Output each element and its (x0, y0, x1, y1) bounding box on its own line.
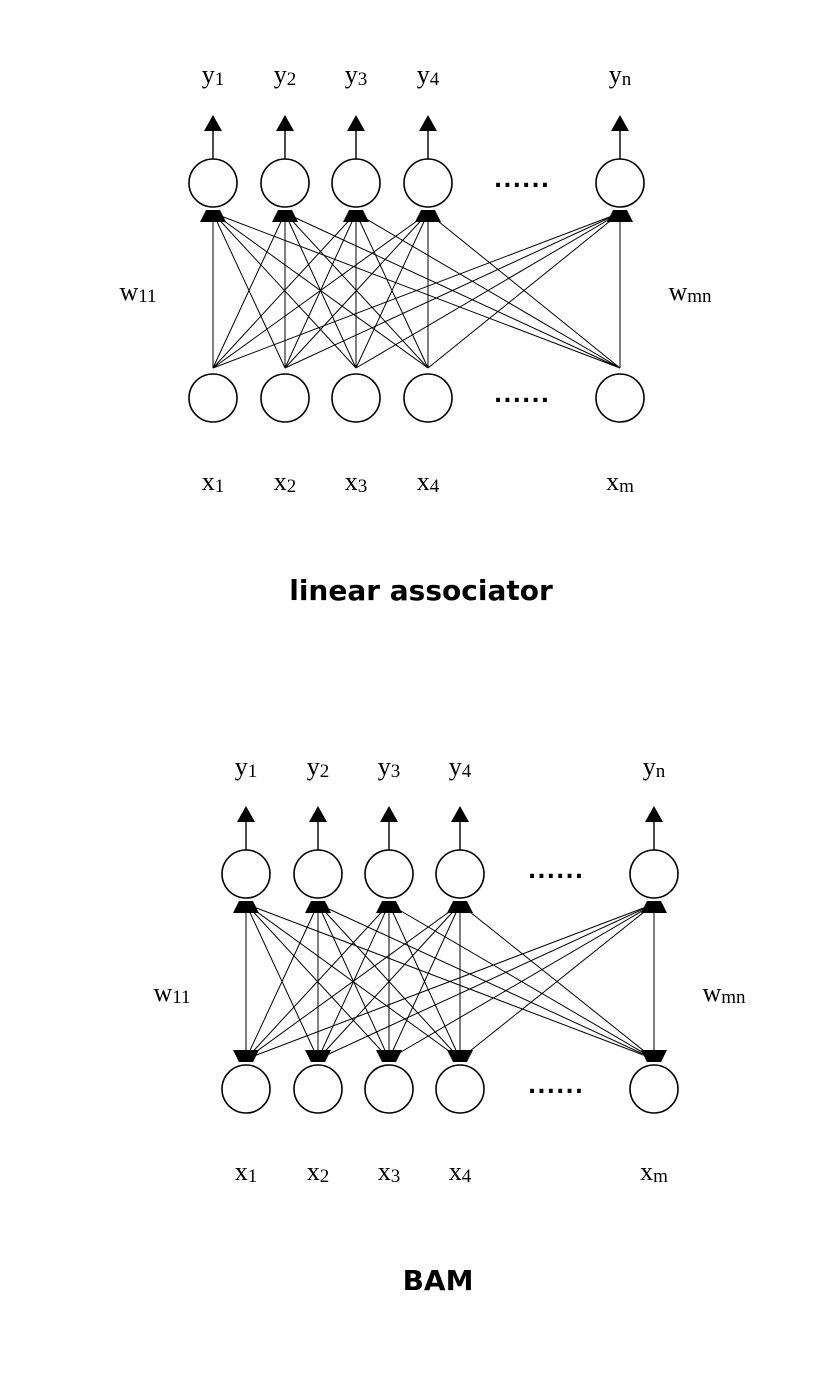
input-node-5 (595, 373, 645, 423)
output-arrow-icon (276, 115, 294, 131)
output-node-arrowheads (200, 210, 226, 222)
output-label-y4: y4 (449, 752, 472, 782)
weight-label-w11: w11 (119, 277, 156, 307)
output-node-2 (293, 849, 343, 899)
weight-connection-2-1 (245, 903, 319, 1060)
input-node-5 (629, 1064, 679, 1114)
output-node-arrowheads (233, 901, 259, 913)
weight-label-wmn: wmn (702, 978, 746, 1008)
output-node-3 (364, 849, 414, 899)
input-node-arrowheads (447, 1050, 473, 1062)
weight-label-wmn: wmn (668, 277, 712, 307)
output-label-y2: y2 (307, 752, 330, 782)
weight-connection-5-4 (459, 903, 655, 1060)
bam-caption: BAM (403, 1264, 474, 1297)
bam-diagram: ............ y1 y2 y3 y4 yn x1 x2 x3 x4 xm w11 wmn BA… (153, 752, 746, 1297)
input-node-2 (260, 373, 310, 423)
input-label-x2: x2 (307, 1157, 330, 1187)
weight-connection-2-1 (212, 212, 286, 369)
output-label-yn: yn (643, 752, 666, 782)
output-ellipsis: ...... (494, 168, 550, 193)
output-node-4 (403, 158, 453, 208)
input-label-x4: x4 (417, 467, 440, 497)
weight-connection-4-2 (284, 212, 429, 369)
weight-connection-5-2 (284, 212, 621, 369)
output-arrow-icon (645, 806, 663, 822)
output-arrow-icon (419, 115, 437, 131)
weight-connection-5-1 (212, 212, 621, 369)
weight-connection-4-1 (245, 903, 461, 1060)
weight-connection-3-1 (245, 903, 390, 1060)
output-arrow-icon (204, 115, 222, 131)
output-arrow-icon (237, 806, 255, 822)
input-node-4 (435, 1064, 485, 1114)
input-label-xm: xm (606, 467, 634, 497)
output-node-2 (260, 158, 310, 208)
output-label-y4: y4 (417, 60, 440, 90)
input-label-xm: xm (640, 1157, 668, 1187)
output-node-3 (331, 158, 381, 208)
output-node-arrowheads (272, 210, 298, 222)
output-label-y2: y2 (274, 60, 297, 90)
weight-connection-5-3 (355, 212, 621, 369)
input-ellipsis: ...... (528, 1074, 584, 1099)
input-label-x3: x3 (378, 1157, 401, 1187)
input-node-2 (293, 1064, 343, 1114)
input-ellipsis: ...... (494, 383, 550, 408)
output-ellipsis: ...... (528, 859, 584, 884)
weight-connection-4-1 (212, 212, 429, 369)
input-label-x3: x3 (345, 467, 368, 497)
output-node-1 (221, 849, 271, 899)
output-node-arrowheads (376, 901, 402, 913)
output-node-arrowheads (447, 901, 473, 913)
weight-connection-4-3 (355, 212, 429, 369)
input-node-arrowheads (233, 1050, 259, 1062)
output-node-4 (435, 849, 485, 899)
input-node-3 (331, 373, 381, 423)
output-arrow-icon (451, 806, 469, 822)
output-node-5 (629, 849, 679, 899)
weight-connection-5-3 (388, 903, 655, 1060)
output-label-y1: y1 (202, 60, 225, 90)
weight-connection-4-2 (317, 903, 461, 1060)
weight-connection-5-4 (427, 212, 621, 369)
output-node-arrowheads (343, 210, 369, 222)
output-node-arrowheads (415, 210, 441, 222)
input-node-1 (221, 1064, 271, 1114)
input-label-x1: x1 (202, 467, 225, 497)
output-label-y1: y1 (235, 752, 258, 782)
output-node-arrowheads (607, 210, 633, 222)
output-label-y3: y3 (378, 752, 401, 782)
output-arrow-icon (309, 806, 327, 822)
output-arrow-icon (380, 806, 398, 822)
output-node-1 (188, 158, 238, 208)
weight-connection-3-1 (212, 212, 357, 369)
input-node-arrowheads (305, 1050, 331, 1062)
weight-connection-5-1 (245, 903, 655, 1060)
weight-connection-5-2 (317, 903, 655, 1060)
output-node-arrowheads (305, 901, 331, 913)
linear-associator-diagram: ............ y1 y2 y3 y4 yn x1 x2 x3 x4 xm w11 wmn li… (119, 60, 712, 607)
input-label-x1: x1 (235, 1157, 258, 1187)
weight-label-w11: w11 (153, 978, 190, 1008)
output-arrow-icon (611, 115, 629, 131)
output-node-arrowheads (641, 901, 667, 913)
output-node-5 (595, 158, 645, 208)
input-label-x2: x2 (274, 467, 297, 497)
input-node-3 (364, 1064, 414, 1114)
weight-connection-4-3 (388, 903, 461, 1060)
input-node-arrowheads (376, 1050, 402, 1062)
output-label-yn: yn (609, 60, 632, 90)
linear-associator-caption: linear associator (289, 574, 553, 607)
output-label-y3: y3 (345, 60, 368, 90)
output-arrow-icon (347, 115, 365, 131)
input-node-4 (403, 373, 453, 423)
input-node-1 (188, 373, 238, 423)
input-label-x4: x4 (449, 1157, 472, 1187)
input-node-arrowheads (641, 1050, 667, 1062)
